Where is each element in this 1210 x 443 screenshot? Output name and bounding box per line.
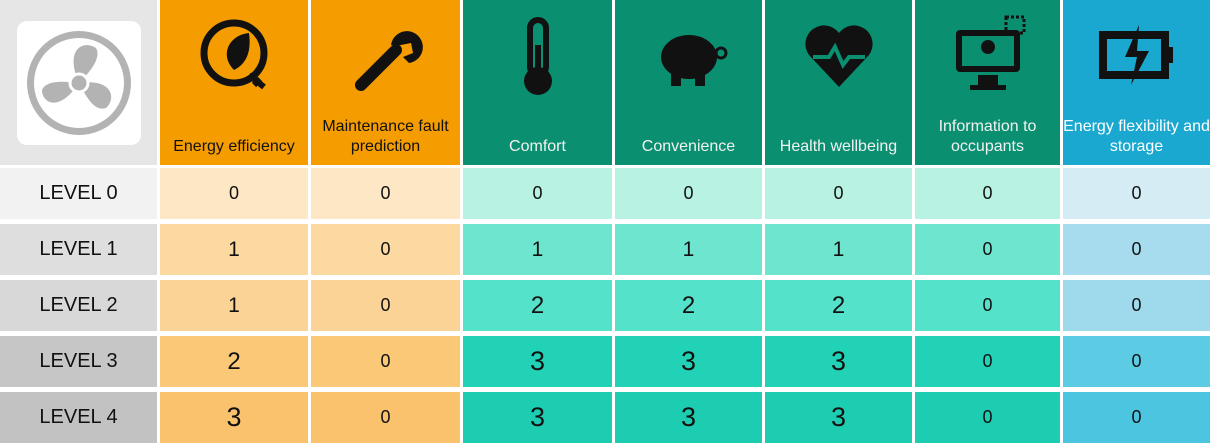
value-cell: 0 [1063,224,1210,275]
value-cell: 3 [160,392,308,443]
fan-cell [0,0,157,165]
value-cell: 1 [160,224,308,275]
column-header: Maintenance fault prediction [311,0,460,165]
value-cell: 1 [765,224,912,275]
value-cell: 3 [463,336,612,387]
value-cell: 3 [765,392,912,443]
column-header: Comfort [463,0,612,165]
value-cell: 0 [1063,392,1210,443]
value-cell: 1 [463,224,612,275]
row-label: LEVEL 2 [0,280,157,331]
value-cell: 0 [160,168,308,219]
column-icon [1097,15,1177,95]
column-icon [802,23,875,89]
value-cell: 0 [615,168,762,219]
value-cell: 2 [765,280,912,331]
value-cell: 0 [915,168,1060,219]
row-label: LEVEL 3 [0,336,157,387]
value-cell: 3 [615,392,762,443]
value-cell: 0 [311,336,460,387]
column-icon [346,15,426,95]
value-cell: 2 [615,280,762,331]
column-icon [659,33,727,88]
value-cell: 0 [915,224,1060,275]
column-icon [954,15,1025,92]
value-cell: 3 [765,336,912,387]
value-cell: 0 [311,280,460,331]
value-cell: 0 [915,280,1060,331]
row-label: LEVEL 1 [0,224,157,275]
row-label: LEVEL 4 [0,392,157,443]
value-cell: 0 [311,224,460,275]
value-cell: 2 [463,280,612,331]
column-header: Energy efficiency [160,0,308,165]
row-label: LEVEL 0 [0,168,157,219]
value-cell: 0 [311,168,460,219]
column-icon [194,15,274,95]
fan-icon [16,20,141,145]
value-cell: 0 [311,392,460,443]
value-cell: 3 [463,392,612,443]
value-cell: 1 [160,280,308,331]
value-cell: 0 [765,168,912,219]
column-icon [498,15,578,95]
value-cell: 3 [615,336,762,387]
value-cell: 0 [1063,280,1210,331]
value-cell: 2 [160,336,308,387]
value-cell: 0 [915,336,1060,387]
value-cell: 0 [915,392,1060,443]
value-cell: 0 [463,168,612,219]
value-cell: 0 [1063,168,1210,219]
value-cell: 1 [615,224,762,275]
value-cell: 0 [1063,336,1210,387]
column-header: Convenience [615,0,762,165]
column-header: Energy flexibility and storage [1063,0,1210,165]
column-header: Information to occupants [915,0,1060,165]
column-header: Health wellbeing [765,0,912,165]
